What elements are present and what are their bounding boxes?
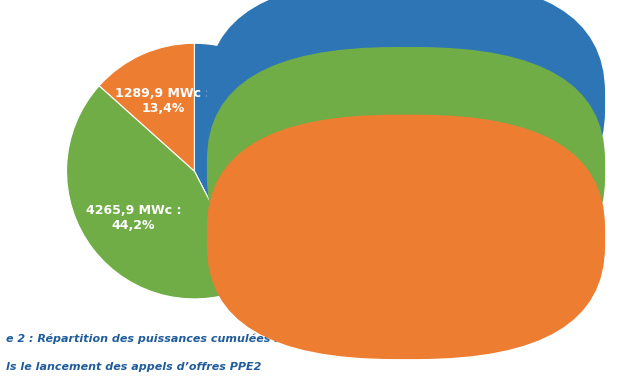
Text: e 2 : Répartition des puissances cumulées retenues (MW) par typologies des do: e 2 : Répartition des puissances cumulée… [6, 334, 508, 344]
Text: PV Sol: PV Sol [425, 162, 468, 176]
Text: PV Bâtiment: PV Bâtiment [425, 230, 511, 244]
Text: ls le lancement des appels d’offres PPE2: ls le lancement des appels d’offres PPE2 [6, 362, 261, 372]
Text: Eolien terrestre: Eolien terrestre [425, 94, 532, 109]
Text: 4265,9 MWc :
44,2%: 4265,9 MWc : 44,2% [86, 204, 181, 232]
Wedge shape [194, 43, 322, 285]
Text: 1289,9 MWc :
13,4%: 1289,9 MWc : 13,4% [115, 87, 211, 115]
Text: 4094,8 MW :
42,4%: 4094,8 MW : 42,4% [225, 139, 313, 167]
Wedge shape [99, 43, 194, 171]
Wedge shape [66, 86, 253, 299]
